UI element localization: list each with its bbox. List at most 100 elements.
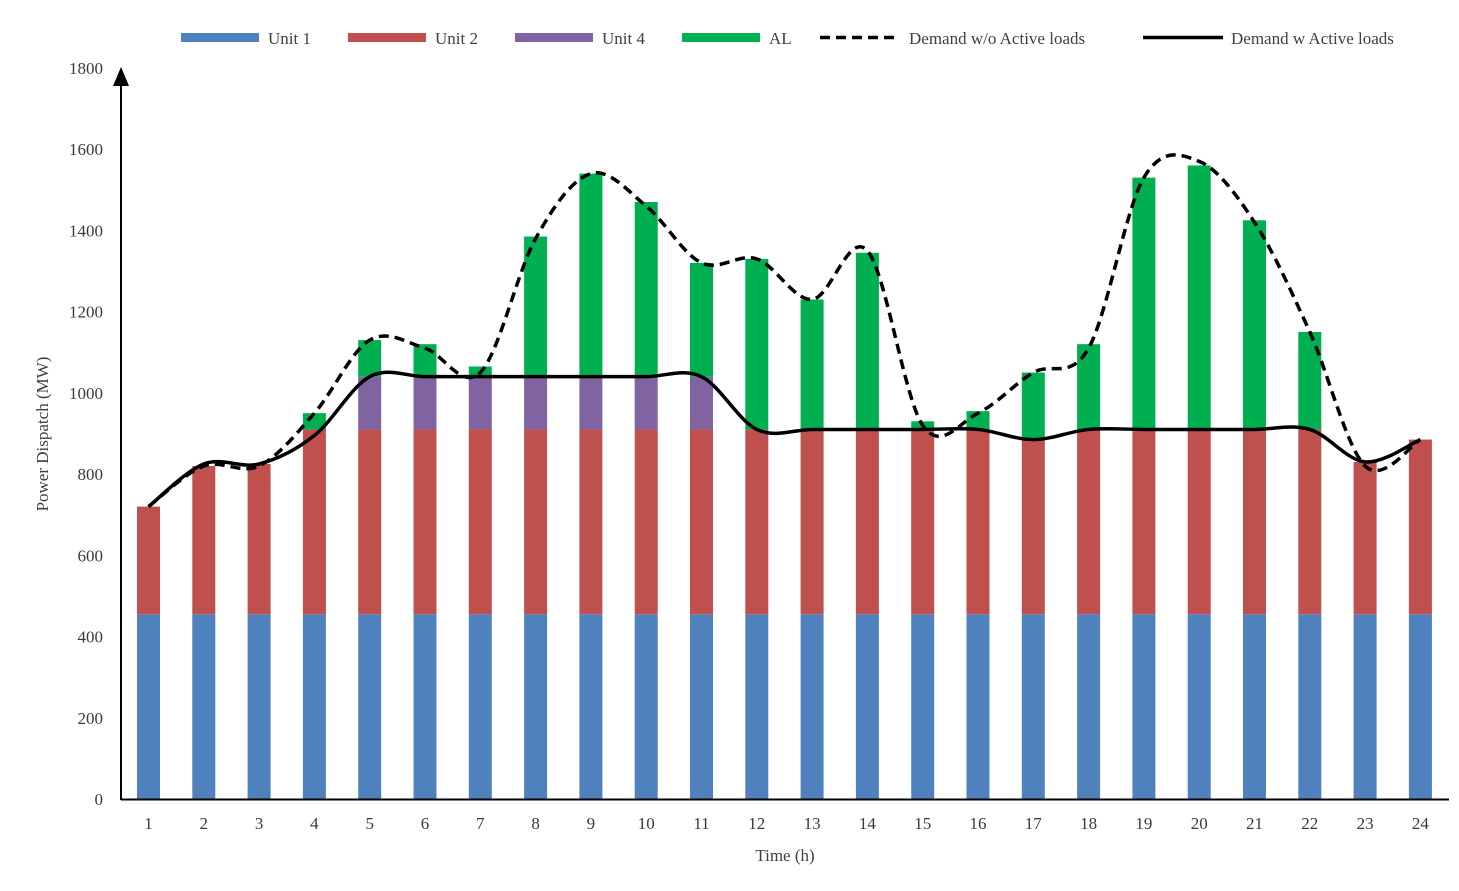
legend-item: Demand w Active loads: [1143, 29, 1394, 48]
bar-unit-1: [966, 614, 990, 799]
axes: [113, 67, 1449, 801]
bar-al: [1077, 344, 1101, 430]
bar-unit-1: [1021, 614, 1045, 799]
x-tick-label: 23: [1357, 814, 1374, 833]
y-tick-label: 1600: [69, 140, 103, 159]
y-tick-label: 800: [78, 465, 104, 484]
y-tick-label: 1800: [69, 59, 103, 78]
legend-swatch: [515, 33, 593, 42]
legend-swatch: [682, 33, 760, 42]
line-demand-with-active-loads: [147, 370, 1422, 508]
bar-al: [745, 258, 769, 430]
x-tick-label: 14: [859, 814, 877, 833]
bar-unit-1: [413, 614, 437, 799]
bar-unit-4: [468, 376, 492, 430]
bar-al: [524, 236, 548, 377]
legend-label: Unit 1: [268, 29, 311, 48]
x-tick-label: 4: [310, 814, 319, 833]
bar-al: [579, 173, 603, 377]
bar-unit-1: [1298, 614, 1322, 799]
bar-al: [1132, 177, 1156, 430]
line-demand-without-active-loads: [147, 153, 1422, 509]
bar-unit-2: [579, 429, 603, 615]
bar-unit-1: [855, 614, 879, 799]
legend-item: Unit 2: [348, 29, 478, 48]
bar-unit-2: [413, 429, 437, 615]
bar-unit-2: [1353, 461, 1377, 615]
x-tick-label: 12: [748, 814, 765, 833]
bar-al: [634, 202, 658, 377]
demand-lines: [147, 153, 1422, 509]
x-tick-label: 2: [200, 814, 209, 833]
legend-item: Unit 4: [515, 29, 645, 48]
bar-unit-2: [302, 429, 326, 615]
x-axis-title: Time (h): [755, 846, 814, 865]
bar-al: [690, 262, 713, 377]
bar-al: [1021, 372, 1045, 440]
legend-label: Demand w Active loads: [1231, 29, 1394, 48]
bar-unit-1: [745, 614, 769, 799]
bar-unit-2: [137, 506, 160, 615]
y-tick-label: 0: [95, 790, 104, 809]
x-tick-label: 24: [1412, 814, 1430, 833]
x-tick-label: 3: [255, 814, 264, 833]
y-tick-label: 200: [78, 709, 104, 728]
legend-item: Demand w/o Active loads: [820, 29, 1085, 48]
bar-unit-2: [1243, 429, 1266, 615]
bar-unit-1: [800, 614, 824, 799]
bar-unit-2: [358, 429, 382, 615]
bar-unit-1: [192, 614, 216, 799]
bar-unit-1: [1353, 614, 1377, 799]
legend-label: AL: [769, 29, 792, 48]
y-tick-label: 600: [78, 546, 104, 565]
x-tick-label: 21: [1246, 814, 1263, 833]
bar-unit-2: [524, 429, 548, 615]
legend-item: AL: [682, 29, 792, 48]
y-tick-label: 1000: [69, 384, 103, 403]
x-tick-label: 20: [1191, 814, 1208, 833]
bar-al: [1187, 165, 1211, 430]
x-tick-label: 17: [1025, 814, 1043, 833]
x-tick-label: 8: [531, 814, 540, 833]
bar-unit-4: [524, 376, 548, 430]
y-axis-arrow: [113, 67, 129, 86]
bar-unit-4: [413, 376, 437, 430]
x-axis-ticks: 1 2 3 4 5 6 7 8 9 10 11 12 13 14 15 16 17 18 19 20 21 22 23 24: [144, 814, 1429, 833]
bar-al: [1243, 220, 1266, 430]
bar-unit-2: [855, 429, 879, 615]
bar-unit-2: [468, 429, 492, 615]
bar-unit-2: [911, 429, 935, 615]
bar-unit-1: [137, 614, 160, 799]
bar-unit-4: [634, 376, 658, 430]
legend: Unit 1 Unit 2 Unit 4 AL Demand w/o Active lo…: [181, 29, 1394, 48]
bar-al: [800, 299, 824, 430]
bar-unit-1: [634, 614, 658, 799]
x-tick-label: 16: [970, 814, 987, 833]
bar-unit-1: [1132, 614, 1156, 799]
bar-unit-1: [468, 614, 492, 799]
legend-label: Unit 4: [602, 29, 645, 48]
bar-al: [358, 340, 382, 377]
x-tick-label: 13: [804, 814, 821, 833]
bar-unit-2: [1077, 429, 1101, 615]
y-tick-label: 1200: [69, 303, 103, 322]
x-tick-label: 6: [421, 814, 430, 833]
y-axis-ticks: 0 200 400 600 800 1000 1200 1400 1600 1800: [69, 59, 103, 809]
bar-unit-2: [247, 463, 271, 615]
bar-unit-2: [1132, 429, 1156, 615]
legend-item: Unit 1: [181, 29, 311, 48]
x-tick-label: 15: [914, 814, 931, 833]
bar-unit-1: [911, 614, 935, 799]
bar-al: [1298, 331, 1322, 430]
bar-unit-1: [247, 614, 271, 799]
bar-unit-2: [1408, 439, 1432, 615]
x-tick-label: 18: [1080, 814, 1097, 833]
bar-unit-1: [579, 614, 603, 799]
legend-swatch: [348, 33, 426, 42]
bar-unit-1: [1243, 614, 1266, 799]
bar-unit-1: [358, 614, 382, 799]
legend-label: Demand w/o Active loads: [909, 29, 1085, 48]
bar-unit-2: [1298, 429, 1322, 615]
bar-unit-1: [1187, 614, 1211, 799]
